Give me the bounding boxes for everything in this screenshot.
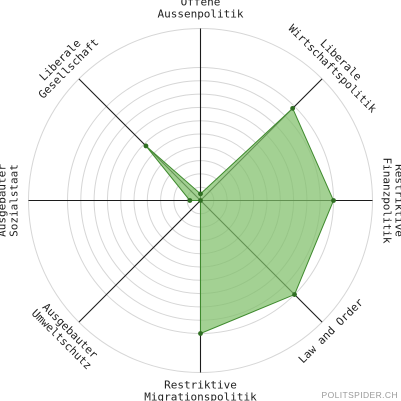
axis-label: Restriktive Migrationspolitik (144, 379, 257, 401)
axis-label-line: Sozialstaat (8, 164, 21, 237)
axis-label-line: Offene (181, 0, 221, 9)
data-point (198, 191, 203, 197)
axis-label-line: Restriktive (393, 164, 401, 237)
axis-label-line: Finanzpolitik (381, 157, 394, 243)
axis-label: RestriktiveFinanzpolitik (381, 157, 401, 243)
data-point (198, 331, 203, 336)
data-points (143, 105, 336, 336)
data-area (145, 107, 335, 335)
axis-label: AusgebauterSozialstaat (0, 164, 21, 237)
data-point (292, 292, 297, 297)
axis-label-line: Aussenpolitik (157, 8, 243, 21)
series-area (145, 107, 335, 335)
axis-label: Offene Aussenpolitik (157, 0, 243, 21)
axis-label-line: Migrationspolitik (144, 391, 257, 401)
data-point (198, 198, 203, 203)
data-point (290, 105, 296, 111)
axis-spoke (78, 200, 201, 323)
axis-label-line: Restriktive (164, 379, 237, 392)
data-point (187, 198, 193, 203)
brand-watermark: POLITSPIDER.CH (322, 390, 398, 400)
data-point (143, 143, 149, 149)
data-point (331, 198, 336, 203)
axis-label-line: Ausgebauter (0, 164, 9, 237)
